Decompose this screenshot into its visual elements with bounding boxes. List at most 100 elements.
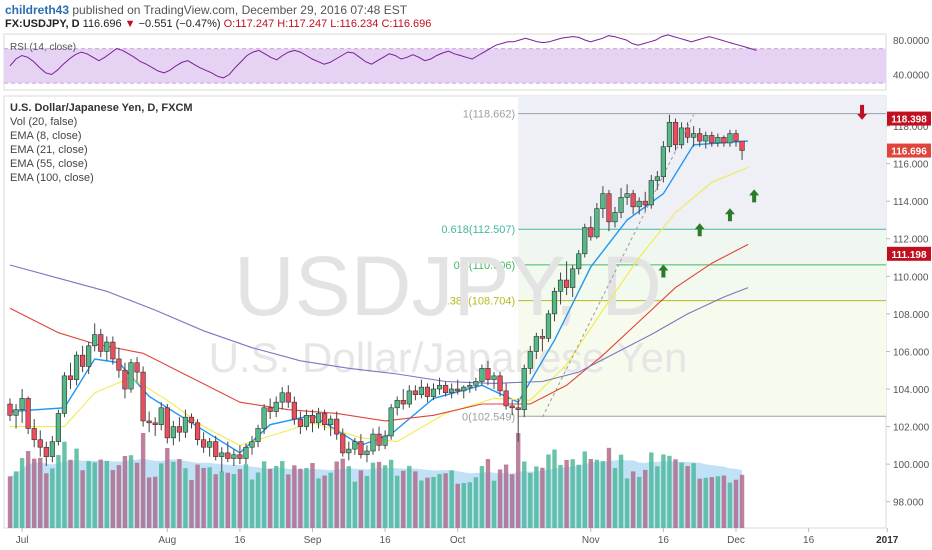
candle-body [612, 212, 618, 223]
candle-body [273, 401, 279, 412]
legend-item-vol[interactable]: Vol (20, false) [10, 116, 77, 128]
legend-item-ema21[interactable]: EMA (21, close) [10, 144, 88, 156]
rsi-overbought-oversold-band [4, 48, 886, 84]
volume-bar [479, 466, 485, 528]
main-pane: 1(118.662) 0.618(112.507) 0.5(110.606) 0.38… [3, 95, 932, 546]
volume-bar [310, 463, 315, 528]
candle-body [557, 279, 564, 292]
rsi-axis: 80.0000 40.0000 [893, 36, 930, 81]
candle-body [455, 388, 461, 392]
candle-body [503, 390, 509, 407]
author-link[interactable]: childreth43 [5, 3, 70, 17]
candle-body [727, 133, 733, 144]
price-axis[interactable]: 98.000 100.000 102.000 104.000 106.000 108.00… [886, 122, 930, 509]
price-tag [887, 143, 931, 158]
volume-bar [292, 465, 297, 528]
volume-bar [473, 477, 479, 528]
candle-body [37, 439, 43, 448]
volume-bar [213, 474, 218, 528]
volume-bar [62, 441, 67, 528]
candle-body [636, 200, 642, 208]
volume-bar [691, 463, 696, 528]
volume-bar [643, 469, 648, 528]
up-arrow-icon[interactable] [724, 208, 735, 222]
candle-body [122, 369, 128, 390]
candle-body [588, 227, 594, 238]
volume-bar [552, 449, 557, 528]
candle-body [370, 433, 376, 452]
ema100-line [9, 264, 749, 384]
volume-bar [261, 461, 267, 528]
price-tick-label: 106.000 [893, 347, 930, 358]
fibonacci-retracement[interactable]: 1(118.662) 0.618(112.507) 0.5(110.606) 0.38… [441, 96, 886, 423]
fib-trendline[interactable] [541, 114, 695, 418]
volume-bar [437, 474, 442, 528]
volume-bar [116, 465, 122, 528]
candle-body [666, 121, 673, 148]
time-tick-label: Nov [582, 535, 600, 546]
volume-bar [177, 459, 182, 528]
volume-bar [546, 454, 551, 528]
volume-bar [346, 466, 351, 528]
volume-bar [110, 470, 116, 528]
fib-level-label: 0.5(110.606) [454, 260, 516, 272]
candle-body [194, 422, 201, 441]
volume-bar [419, 480, 424, 528]
volume-bar [455, 483, 460, 528]
candle-body [164, 407, 170, 439]
fib-level-label: 1(118.662) [463, 109, 515, 121]
price-tick-label: 110.000 [893, 272, 929, 283]
volume-bar [146, 477, 152, 528]
open-value: O:117.247 [223, 18, 275, 30]
price-tick-label: 102.000 [893, 423, 930, 434]
watermark-symbol: USDJPY, D [234, 239, 662, 333]
volume-bar [195, 464, 200, 528]
candle-body [442, 384, 449, 394]
rsi-tick-label: 80.0000 [893, 36, 930, 47]
symbol-label: FX:USDJPY, D [5, 18, 80, 30]
legend-item-ema8[interactable]: EMA (8, close) [10, 130, 82, 142]
candle-body [684, 127, 691, 138]
up-arrow-icon[interactable] [658, 264, 669, 278]
volume-bar [528, 472, 533, 528]
volume-bar [13, 471, 19, 528]
volume-bar [255, 472, 261, 528]
volume-bar [304, 467, 309, 528]
annotations[interactable] [658, 104, 868, 278]
volume-bar [673, 459, 678, 528]
candle-body [309, 415, 316, 424]
volume-bar [516, 433, 521, 528]
price-tick-label: 104.000 [893, 385, 930, 396]
candle-body [128, 362, 134, 390]
volume-bar [183, 468, 188, 528]
up-arrow-icon[interactable] [749, 189, 760, 203]
volume-bar [612, 467, 618, 528]
volume-bar [570, 459, 575, 528]
publish-line: childreth43 published on TradingView.com… [5, 3, 407, 17]
candle-body [219, 452, 225, 457]
published-text: published on TradingView.com, December 2… [72, 3, 408, 17]
up-arrow-icon[interactable] [694, 223, 705, 237]
candle-body [624, 193, 630, 198]
candle-body [539, 336, 545, 339]
candle-body [358, 441, 364, 456]
candle-body [213, 441, 219, 457]
volume-bar [715, 476, 721, 528]
candle-body [642, 200, 648, 206]
legend-item-ema55[interactable]: EMA (55, close) [10, 158, 88, 170]
candle-body [648, 180, 654, 206]
candle-body [473, 381, 479, 386]
candle-body [352, 441, 358, 450]
candle-body [515, 407, 521, 410]
time-axis[interactable]: JulAug16Sep16OctNov16Dec16201723 [16, 528, 932, 546]
time-tick-label: 16 [380, 535, 392, 546]
candle-body [721, 137, 727, 144]
down-arrow-icon[interactable] [857, 104, 868, 120]
trendline[interactable] [541, 114, 695, 418]
volume-bar [630, 471, 636, 528]
volume-bar [104, 460, 109, 528]
candlesticks [7, 114, 745, 472]
volume-bar [358, 470, 364, 528]
legend-item-ema100[interactable]: EMA (100, close) [10, 172, 94, 184]
